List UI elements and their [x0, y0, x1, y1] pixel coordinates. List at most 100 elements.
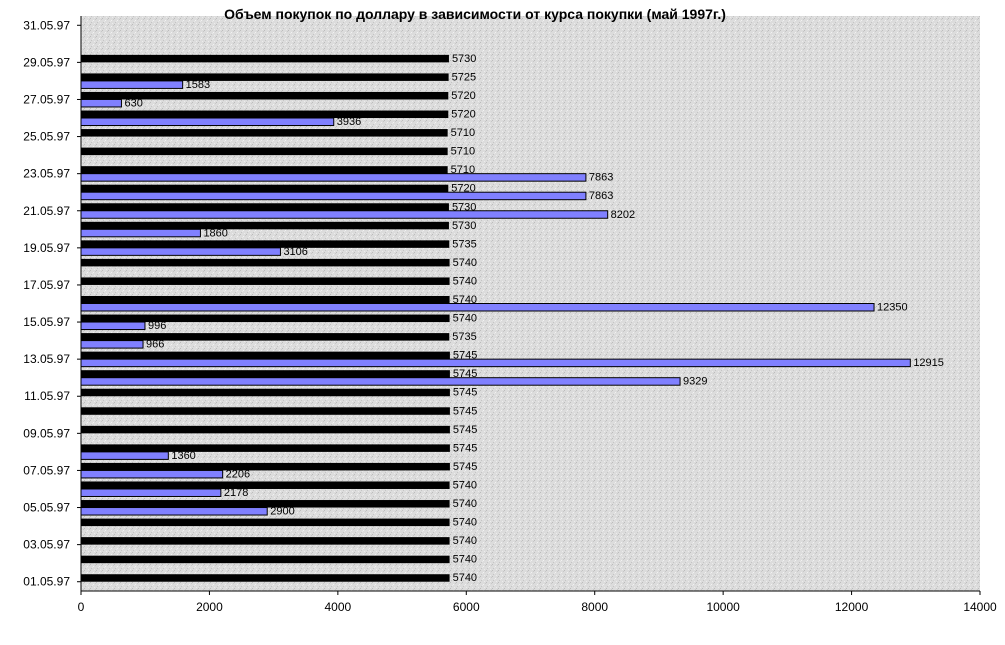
bar-27.05.97-s1	[81, 91, 449, 100]
data-label-06.05.97-s2: 2178	[224, 487, 248, 499]
x-tick-label: 10000	[706, 600, 740, 614]
bar-08.05.97-s2	[80, 451, 169, 460]
data-label-15.05.97-s1: 5740	[453, 313, 477, 325]
bar-16.05.97-s2	[80, 303, 875, 312]
data-label-20.05.97-s2: 1860	[203, 227, 227, 239]
bar-01.05.97-s1	[81, 574, 450, 582]
data-label-16.05.97-s2: 12350	[877, 302, 908, 314]
data-label-13.05.97-s2: 12915	[913, 357, 944, 369]
data-label-05.05.97-s1: 5740	[453, 498, 477, 510]
data-label-04.05.97-s1: 5740	[453, 517, 477, 529]
bar-11.05.97-s1	[81, 388, 450, 397]
data-label-26.05.97-s2: 3936	[337, 116, 361, 128]
y-tick-label: 21.05.97	[23, 204, 70, 218]
data-label-12.05.97-s1: 5745	[453, 368, 477, 380]
bar-22.05.97-s2	[80, 191, 587, 201]
x-tick-label: 12000	[835, 600, 869, 614]
bar-22.05.97-s1	[81, 184, 449, 193]
data-label-16.05.97-s1: 5740	[453, 294, 477, 306]
data-label-13.05.97-s1: 5745	[453, 350, 477, 362]
x-tick-label: 4000	[325, 600, 352, 614]
y-tick-label: 19.05.97	[23, 241, 70, 255]
x-tick-label: 0	[78, 600, 85, 614]
bar-13.05.97-s1	[81, 351, 450, 360]
bar-20.05.97-s2	[80, 228, 201, 238]
bar-21.05.97-s1	[81, 203, 449, 211]
bar-12.05.97-s1	[81, 370, 450, 378]
bar-21.05.97-s2	[80, 210, 609, 219]
data-label-03.05.97-s1: 5740	[453, 535, 477, 547]
data-label-08.05.97-s1: 5745	[453, 442, 477, 454]
bar-15.05.97-s2	[80, 321, 146, 331]
bar-23.05.97-s1	[81, 166, 448, 174]
bar-14.05.97-s2	[80, 340, 144, 349]
data-label-22.05.97-s2: 7863	[589, 190, 613, 202]
data-label-23.05.97-s2: 7863	[589, 172, 613, 184]
data-label-23.05.97-s1: 5710	[451, 164, 475, 176]
data-label-07.05.97-s2: 2206	[226, 468, 250, 480]
y-tick-label: 15.05.97	[23, 315, 70, 329]
y-tick-label: 03.05.97	[23, 538, 70, 552]
y-tick-label: 05.05.97	[23, 501, 70, 515]
y-tick-label: 25.05.97	[23, 130, 70, 144]
bar-16.05.97-s1	[81, 296, 450, 304]
data-label-28.05.97-s2: 1583	[186, 79, 210, 91]
bar-18.05.97-s1	[81, 258, 450, 267]
data-label-24.05.97-s1: 5710	[451, 146, 475, 158]
bar-27.05.97-s2	[80, 98, 122, 108]
data-label-21.05.97-s1: 5730	[452, 201, 476, 213]
data-label-01.05.97-s1: 5740	[453, 572, 477, 584]
data-label-02.05.97-s1: 5740	[453, 554, 477, 566]
y-tick-label: 01.05.97	[23, 575, 70, 589]
bar-23.05.97-s2	[80, 173, 587, 182]
data-label-18.05.97-s1: 5740	[453, 257, 477, 269]
y-tick-label: 07.05.97	[23, 463, 70, 477]
bar-26.05.97-s2	[80, 117, 335, 127]
data-label-12.05.97-s2: 9329	[683, 376, 707, 388]
y-tick-label: 27.05.97	[23, 92, 70, 106]
y-tick-label: 31.05.97	[23, 18, 70, 32]
bar-07.05.97-s2	[80, 469, 224, 479]
y-tick-label: 13.05.97	[23, 352, 70, 366]
x-tick-label: 6000	[453, 600, 480, 614]
data-label-26.05.97-s1: 5720	[451, 109, 475, 121]
bar-04.05.97-s1	[81, 518, 450, 527]
bar-05.05.97-s2	[80, 507, 268, 516]
data-label-27.05.97-s1: 5720	[451, 90, 475, 102]
y-tick-label: 09.05.97	[23, 426, 70, 440]
data-label-07.05.97-s1: 5745	[453, 461, 477, 473]
data-label-20.05.97-s1: 5730	[452, 220, 476, 232]
y-tick-label: 29.05.97	[23, 55, 70, 69]
bar-06.05.97-s1	[81, 481, 450, 489]
bar-15.05.97-s1	[81, 314, 450, 323]
bar-13.05.97-s2	[80, 358, 911, 368]
bar-26.05.97-s1	[81, 110, 449, 119]
data-label-11.05.97-s1: 5745	[453, 387, 477, 399]
bar-25.05.97-s1	[81, 129, 448, 137]
bar-24.05.97-s1	[81, 147, 448, 156]
data-label-19.05.97-s2: 3106	[283, 246, 307, 258]
data-label-25.05.97-s1: 5710	[451, 127, 475, 139]
bar-05.05.97-s1	[81, 500, 450, 508]
bar-19.05.97-s1	[81, 240, 450, 248]
bar-19.05.97-s2	[80, 247, 281, 256]
data-label-17.05.97-s1: 5740	[453, 275, 477, 287]
y-tick-label: 23.05.97	[23, 167, 70, 181]
bar-03.05.97-s1	[81, 537, 450, 545]
data-label-09.05.97-s1: 5745	[453, 424, 477, 436]
chart-title: Объем покупок по доллару в зависимости о…	[224, 6, 726, 22]
data-label-22.05.97-s1: 5720	[451, 183, 475, 195]
y-tick-label: 11.05.97	[24, 389, 70, 403]
bar-02.05.97-s1	[81, 555, 450, 564]
data-label-08.05.97-s2: 1360	[171, 450, 195, 462]
bar-20.05.97-s1	[81, 221, 449, 230]
x-tick-label: 2000	[196, 600, 223, 614]
bar-14.05.97-s1	[81, 333, 450, 341]
data-label-19.05.97-s1: 5735	[452, 238, 476, 250]
bar-08.05.97-s1	[81, 444, 450, 452]
data-label-27.05.97-s2: 630	[124, 97, 142, 109]
data-label-21.05.97-s2: 8202	[611, 209, 635, 221]
bar-28.05.97-s1	[81, 73, 449, 81]
data-label-14.05.97-s2: 966	[146, 339, 164, 351]
